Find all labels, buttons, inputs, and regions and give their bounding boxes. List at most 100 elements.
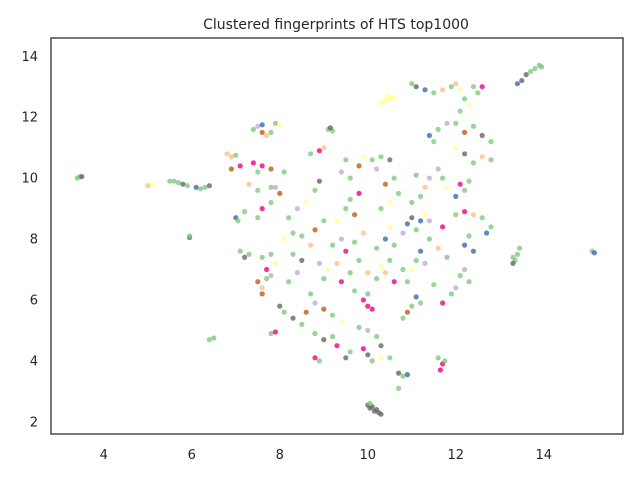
data-point bbox=[466, 178, 472, 184]
data-point bbox=[365, 352, 371, 358]
data-point bbox=[470, 84, 476, 90]
data-point bbox=[539, 64, 545, 70]
data-point bbox=[343, 157, 349, 163]
data-point bbox=[466, 102, 472, 108]
data-point bbox=[378, 263, 384, 270]
data-point bbox=[246, 251, 252, 257]
data-point bbox=[149, 181, 155, 187]
data-point bbox=[426, 132, 432, 139]
data-point bbox=[268, 184, 274, 190]
data-point bbox=[426, 236, 432, 242]
data-point bbox=[404, 221, 410, 227]
data-point bbox=[264, 276, 270, 282]
data-point bbox=[187, 233, 193, 239]
data-point bbox=[255, 279, 261, 285]
data-point bbox=[233, 152, 239, 158]
data-point bbox=[167, 178, 173, 184]
data-point bbox=[360, 230, 366, 236]
data-point bbox=[281, 309, 287, 315]
data-point bbox=[299, 233, 305, 239]
data-point bbox=[308, 242, 314, 248]
data-point bbox=[343, 206, 349, 212]
data-point bbox=[312, 330, 318, 337]
data-point bbox=[532, 65, 538, 72]
data-point bbox=[519, 78, 525, 84]
data-point bbox=[440, 300, 446, 306]
x-tick-label: 8 bbox=[276, 448, 284, 463]
x-tick-label: 10 bbox=[360, 448, 377, 463]
data-point bbox=[369, 306, 375, 312]
data-point bbox=[356, 163, 362, 169]
data-point bbox=[228, 154, 234, 160]
data-point bbox=[268, 166, 274, 172]
data-point bbox=[347, 196, 353, 202]
data-point bbox=[224, 151, 230, 157]
data-point bbox=[299, 257, 305, 263]
data-point bbox=[176, 180, 182, 186]
y-axis-ticks: 2 4 6 8 10 12 14 bbox=[21, 50, 38, 430]
data-point bbox=[435, 126, 441, 132]
data-point bbox=[360, 154, 366, 160]
data-point bbox=[228, 166, 234, 172]
data-point bbox=[418, 248, 424, 254]
data-point bbox=[312, 227, 318, 233]
data-point bbox=[466, 279, 472, 285]
data-point bbox=[453, 285, 459, 291]
chart-title: Clustered fingerprints of HTS top1000 bbox=[203, 17, 469, 33]
data-point bbox=[422, 184, 428, 190]
data-point bbox=[413, 172, 419, 178]
plot-frame bbox=[50, 37, 624, 435]
data-point bbox=[367, 400, 373, 407]
data-point bbox=[488, 157, 494, 163]
data-point bbox=[453, 120, 459, 126]
data-point bbox=[272, 184, 278, 190]
data-point bbox=[290, 315, 296, 321]
data-point bbox=[264, 266, 270, 273]
data-point bbox=[145, 183, 151, 189]
data-point bbox=[321, 218, 327, 224]
data-point bbox=[365, 303, 371, 309]
data-point bbox=[206, 337, 212, 343]
data-point bbox=[290, 251, 296, 257]
data-point bbox=[294, 270, 300, 276]
data-point bbox=[259, 122, 265, 128]
data-point bbox=[385, 93, 391, 99]
data-point bbox=[462, 151, 468, 157]
data-point bbox=[259, 163, 265, 169]
data-point bbox=[374, 245, 380, 251]
data-point bbox=[250, 126, 256, 132]
data-point bbox=[360, 297, 366, 303]
data-point bbox=[356, 257, 362, 263]
data-point bbox=[327, 125, 333, 131]
data-point bbox=[246, 181, 252, 187]
data-point bbox=[259, 206, 265, 212]
data-point bbox=[418, 193, 424, 199]
data-point bbox=[409, 215, 415, 221]
data-point bbox=[369, 358, 375, 364]
data-point bbox=[457, 273, 463, 279]
data-point bbox=[435, 355, 441, 361]
data-point bbox=[453, 212, 459, 218]
data-point bbox=[259, 129, 265, 135]
data-point bbox=[334, 260, 340, 266]
data-point bbox=[356, 324, 362, 330]
data-point bbox=[444, 184, 450, 190]
data-point bbox=[235, 218, 241, 224]
data-point bbox=[79, 174, 85, 180]
data-point bbox=[514, 81, 521, 87]
data-point bbox=[255, 187, 261, 193]
data-point bbox=[378, 99, 384, 105]
x-tick-label: 6 bbox=[188, 448, 196, 463]
data-point bbox=[378, 206, 384, 212]
data-point bbox=[334, 218, 340, 224]
data-point bbox=[347, 270, 353, 276]
data-point bbox=[479, 84, 485, 90]
data-point bbox=[462, 266, 468, 273]
data-point bbox=[422, 260, 428, 266]
data-point bbox=[365, 291, 371, 297]
data-point bbox=[396, 370, 402, 376]
data-point bbox=[426, 175, 432, 181]
data-point bbox=[404, 372, 410, 378]
data-point bbox=[303, 309, 309, 315]
data-point bbox=[334, 343, 340, 349]
